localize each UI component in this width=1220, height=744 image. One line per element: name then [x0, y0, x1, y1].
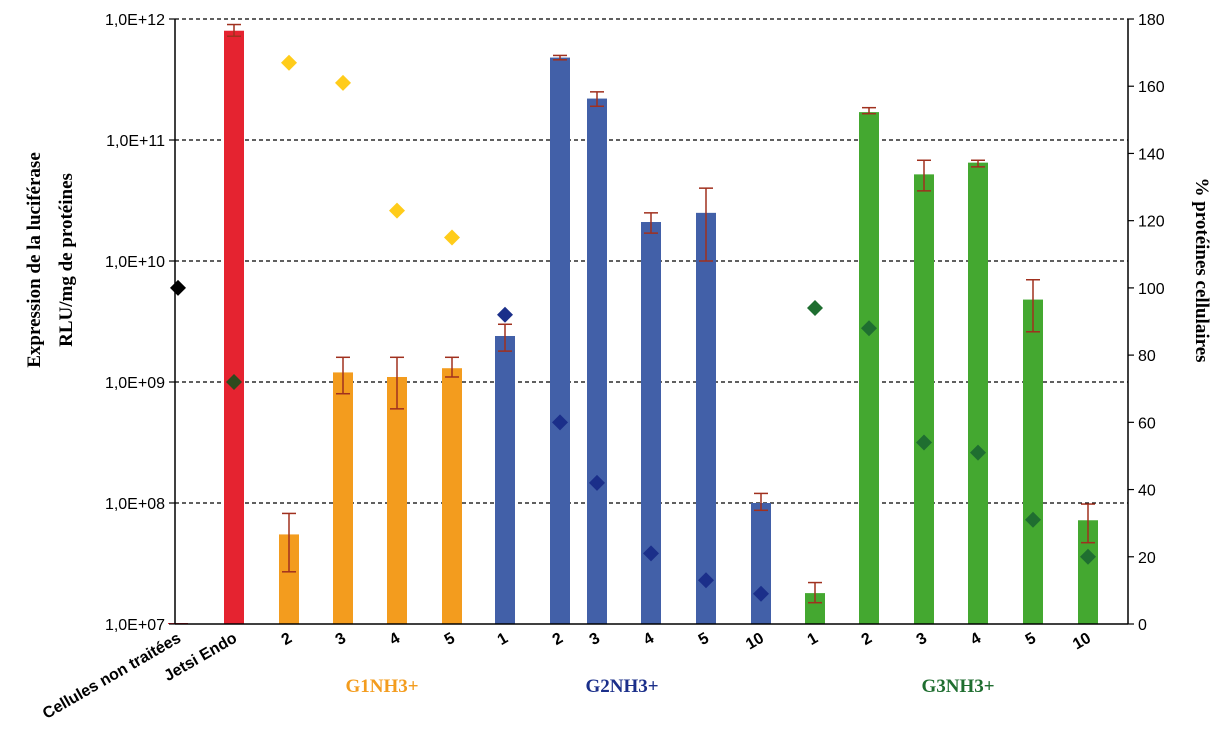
category-label: 10 — [743, 630, 767, 654]
bar — [696, 212, 716, 625]
percent-markers — [170, 54, 1096, 602]
right-tick-label: 160 — [1138, 79, 1165, 96]
percent-marker — [807, 300, 823, 317]
right-tick-label: 80 — [1138, 348, 1156, 365]
bar — [442, 368, 462, 624]
category-label: 2 — [859, 630, 875, 649]
bar — [550, 57, 570, 624]
category-label: 5 — [442, 630, 458, 649]
percent-marker — [916, 434, 932, 451]
percent-marker — [753, 585, 769, 602]
percent-marker — [970, 444, 986, 461]
percent-marker — [226, 374, 242, 390]
right-tick-label: 100 — [1138, 281, 1165, 298]
error-bars — [227, 23, 1095, 604]
category-label: 1 — [495, 630, 511, 649]
percent-marker — [497, 306, 513, 323]
bar — [859, 112, 879, 625]
left-tick-label: 1,0E+12 — [105, 12, 165, 29]
right-tick-label: 0 — [1138, 617, 1147, 634]
bar — [387, 376, 407, 624]
category-label: 2 — [550, 630, 566, 649]
group-labels: G1NH3+ G2NH3+ G3NH3+ — [345, 676, 994, 697]
group-label: G2NH3+ — [585, 676, 658, 697]
percent-marker — [698, 572, 714, 589]
category-label: 4 — [968, 630, 984, 649]
category-label: 3 — [587, 630, 603, 649]
bar — [751, 503, 771, 624]
percent-marker — [389, 202, 405, 219]
bar — [333, 372, 353, 624]
percent-marker — [281, 54, 297, 71]
bar — [587, 98, 607, 625]
bar — [914, 174, 934, 625]
bars — [168, 30, 1098, 625]
category-label: 2 — [279, 630, 295, 649]
category-label: 3 — [914, 630, 930, 649]
axes — [169, 18, 1134, 625]
category-label: 3 — [333, 630, 349, 649]
bar — [968, 162, 988, 624]
left-tick-label: 1,0E+08 — [105, 496, 165, 513]
left-tick-label: 1,0E+09 — [105, 375, 165, 392]
bar — [224, 30, 244, 624]
percent-marker — [861, 320, 877, 337]
percent-marker — [1025, 511, 1041, 528]
category-label: 4 — [641, 630, 657, 649]
right-tick-label: 20 — [1138, 550, 1156, 567]
right-tick-label: 60 — [1138, 415, 1156, 432]
right-tick-label: 120 — [1138, 214, 1165, 231]
right-tick-label: 40 — [1138, 483, 1156, 500]
percent-marker — [444, 229, 460, 246]
left-axis-title-line1: Expression de la luciférase — [24, 152, 45, 368]
left-tick-label: 1,0E+07 — [105, 617, 165, 634]
group-label: G3NH3+ — [921, 676, 994, 697]
percent-marker — [335, 74, 351, 91]
percent-marker — [1080, 548, 1096, 565]
tick-labels: 1,0E+07 1,0E+08 1,0E+09 1,0E+10 1,0E+11 1,0E+… — [105, 12, 1165, 634]
category-label: 5 — [1023, 630, 1039, 649]
percent-marker — [552, 414, 568, 431]
left-tick-label: 1,0E+10 — [105, 254, 165, 271]
category-label: 10 — [1070, 630, 1094, 654]
bar — [641, 222, 661, 624]
percent-marker — [589, 474, 605, 491]
category-label: 4 — [387, 630, 403, 649]
bar — [495, 335, 515, 624]
right-tick-label: 140 — [1138, 146, 1165, 163]
percent-marker — [643, 545, 659, 562]
left-tick-label: 1,0E+11 — [106, 133, 165, 150]
group-label: G1NH3+ — [345, 676, 418, 697]
category-label: Cellules non traitées — [40, 630, 184, 723]
category-label: 5 — [696, 630, 712, 649]
bar — [279, 534, 299, 624]
right-tick-label: 180 — [1138, 12, 1165, 29]
left-axis-title-line2: RLU/mg de protéines — [56, 173, 77, 347]
bar — [1023, 299, 1043, 624]
right-axis-title: % protéines cellulaires — [1191, 177, 1212, 362]
bar — [805, 593, 825, 624]
percent-marker — [170, 279, 186, 296]
category-label: 1 — [805, 630, 821, 649]
bar — [1078, 520, 1098, 624]
